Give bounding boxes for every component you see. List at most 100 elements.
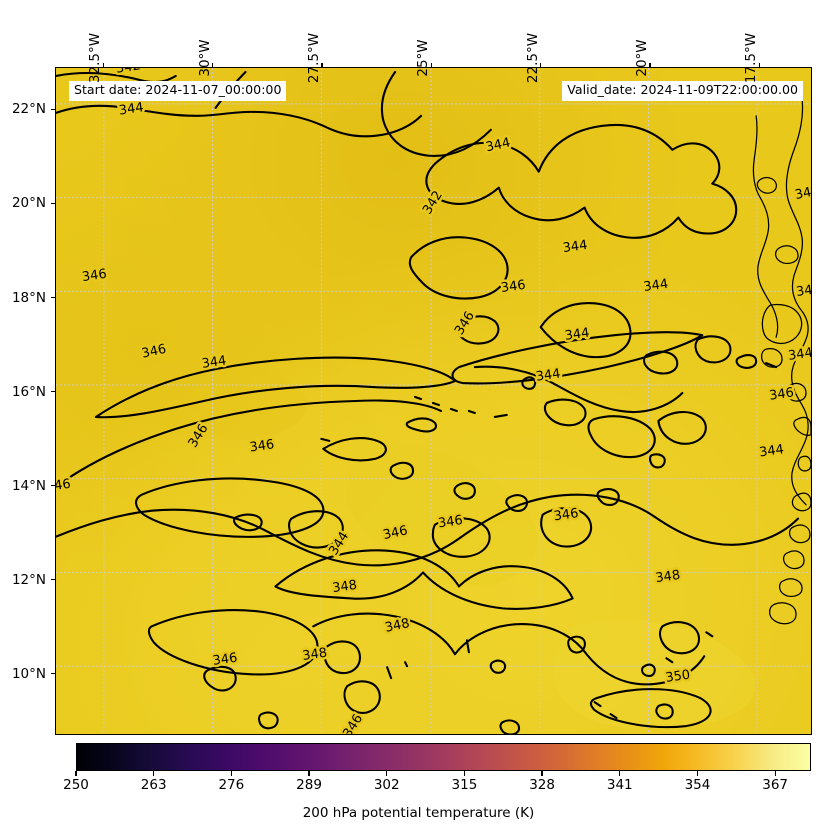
contour-label-344: 344 — [535, 366, 562, 384]
temperature-field — [56, 68, 811, 734]
lon-tick-label-30°W: 30°W — [196, 39, 213, 77]
colorbar-tick-315 — [463, 771, 465, 776]
lat-tick-12°N — [51, 579, 55, 581]
colorbar-tick-354 — [696, 771, 699, 776]
lon-tick-32.5°W — [102, 63, 104, 67]
lat-tick-label-20°N: 20°N — [11, 195, 46, 212]
svg-text:344: 344 — [562, 238, 589, 256]
contour-label-344: 344 — [643, 277, 670, 295]
colorbar-tick-label-341: 341 — [606, 777, 633, 793]
colorbar-tick-label-315: 315 — [451, 777, 478, 793]
contour-label-346: 346 — [140, 342, 167, 362]
map-plot-area[interactable]: 3423423443443443443423423443443463463463… — [55, 67, 812, 735]
svg-text:346: 346 — [795, 282, 811, 300]
contour-label-344: 344 — [787, 346, 811, 364]
lat-tick-label-10°N: 10°N — [11, 665, 46, 682]
lat-tick-label-16°N: 16°N — [11, 383, 46, 400]
colorbar-tick-label-328: 328 — [529, 777, 555, 793]
colorbar-tick-label-367: 367 — [762, 777, 789, 793]
contour-label-342: 342 — [115, 68, 142, 77]
lon-tick-label-17.5°W: 17.5°W — [743, 32, 760, 84]
lat-tick-22°N — [51, 108, 55, 110]
svg-text:346: 346 — [794, 183, 811, 203]
svg-text:344: 344 — [643, 277, 670, 295]
svg-text:346: 346 — [81, 267, 108, 285]
colorbar-tick-label-263: 263 — [140, 777, 167, 793]
lon-tick-label-32.5°W: 32.5°W — [87, 32, 104, 84]
svg-text:346: 346 — [768, 385, 795, 403]
lon-tick-20°W — [649, 63, 651, 67]
colorbar-gradient[interactable] — [76, 743, 811, 771]
contour-label-348: 348 — [655, 568, 682, 586]
lat-tick-label-18°N: 18°N — [11, 289, 46, 306]
svg-text:342: 342 — [115, 68, 142, 77]
contour-label-342: 342 — [420, 188, 446, 217]
svg-text:344: 344 — [118, 100, 145, 118]
colorbar-tick-289 — [308, 771, 310, 776]
contour-label-348: 348 — [302, 646, 329, 664]
contour-label-46: 46 — [56, 477, 72, 494]
svg-text:344: 344 — [535, 366, 562, 384]
colorbar-tick-label-302: 302 — [373, 777, 400, 793]
lon-tick-22.5°W — [540, 63, 542, 67]
svg-text:344: 344 — [564, 326, 591, 344]
contour-label-346: 346 — [452, 309, 478, 338]
lat-tick-label-22°N: 22°N — [11, 101, 46, 118]
contour-label-346: 346 — [500, 278, 527, 296]
contour-label-346: 346 — [382, 523, 409, 543]
contour-label-344: 344 — [758, 442, 785, 460]
lat-tick-18°N — [51, 296, 55, 299]
svg-text:348: 348 — [655, 568, 682, 586]
contour-label-346: 346 — [186, 422, 212, 451]
colorbar-tick-302 — [386, 771, 388, 776]
contour-label-346: 346 — [81, 267, 108, 285]
colorbar-tick-263 — [153, 771, 155, 776]
contour-label-348: 348 — [384, 616, 411, 636]
svg-text:350: 350 — [665, 668, 692, 686]
contour-label-344: 344 — [484, 135, 511, 155]
svg-text:344: 344 — [201, 353, 228, 371]
colorbar-tick-label-354: 354 — [684, 777, 711, 793]
lon-tick-17.5°W — [758, 63, 761, 67]
contour-label-346: 346 — [212, 651, 239, 669]
svg-text:46: 46 — [56, 477, 72, 494]
contour-label-350: 350 — [665, 668, 692, 686]
svg-text:346: 346 — [500, 278, 527, 296]
colorbar-tick-367 — [774, 771, 776, 776]
contour-label-344: 344 — [118, 100, 145, 118]
colorbar-tick-label-250: 250 — [63, 777, 89, 793]
lon-tick-label-25°W: 25°W — [415, 39, 432, 77]
lat-tick-label-12°N: 12°N — [11, 571, 46, 588]
svg-text:344: 344 — [787, 346, 811, 364]
colorbar-tick-276 — [230, 771, 232, 776]
lon-tick-label-20°W: 20°W — [634, 39, 651, 77]
contour-label-346: 346 — [249, 437, 276, 455]
colorbar-tick-328 — [541, 771, 543, 776]
svg-text:348: 348 — [302, 646, 329, 664]
lon-tick-label-27.5°W: 27.5°W — [305, 32, 322, 84]
contour-lines: 3423423443443443443423423443443463463463… — [56, 68, 811, 734]
lon-tick-label-22.5°W: 22.5°W — [524, 32, 541, 84]
colorbar-container[interactable]: 250 263 276 289 302 315 328 341 354 367 — [63, 743, 811, 793]
start-date-annotation: Start date: 2024-11-07_00:00:00 — [69, 81, 287, 101]
colorbar-title: 200 hPa potential temperature (K) — [302, 805, 535, 821]
svg-text:348: 348 — [331, 578, 358, 596]
lat-tick-14°N — [51, 485, 55, 487]
colorbar-tick-341 — [619, 771, 621, 776]
contour-label-348: 348 — [331, 578, 358, 596]
svg-text:346: 346 — [212, 651, 239, 669]
lon-tick-27.5°W — [321, 63, 323, 67]
lon-tick-30°W — [211, 63, 214, 67]
contour-label-346: 346 — [340, 712, 366, 734]
contour-label-346: 346 — [768, 385, 795, 403]
valid-date-annotation: Valid_date: 2024-11-09T22:00:00.00 — [562, 81, 803, 101]
contour-label-344: 344 — [562, 238, 589, 256]
svg-text:346: 346 — [553, 506, 580, 524]
lat-tick-label-14°N: 14°N — [11, 477, 46, 494]
svg-text:346: 346 — [437, 513, 464, 531]
lat-tick-10°N — [51, 673, 55, 675]
colorbar-tick-label-289: 289 — [296, 777, 322, 793]
contour-label-344: 344 — [201, 353, 228, 371]
lat-tick-20°N — [51, 202, 55, 205]
